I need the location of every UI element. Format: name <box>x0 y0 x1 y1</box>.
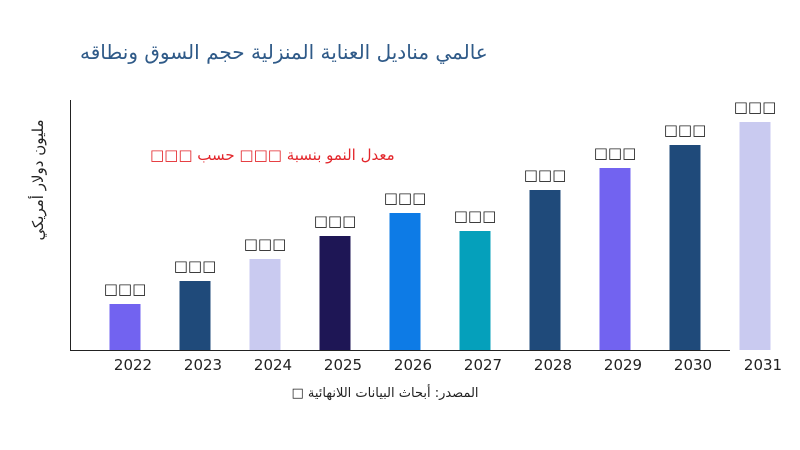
bar-2027 <box>459 231 491 350</box>
bar-2028 <box>529 190 561 350</box>
bar-2024 <box>249 259 281 350</box>
data-label-2029: □□□ <box>594 144 637 162</box>
data-label-2023: □□□ <box>174 257 217 275</box>
chart-title: عالمي مناديل العناية المنزلية حجم السوق … <box>80 40 488 64</box>
data-label-2030: □□□ <box>664 121 707 139</box>
x-tick-label-2025: 2025 <box>324 356 362 374</box>
x-tick-label-2023: 2023 <box>184 356 222 374</box>
x-tick-label-2026: 2026 <box>394 356 432 374</box>
x-tick-label-2022: 2022 <box>114 356 152 374</box>
bar-2029 <box>599 168 631 350</box>
data-label-2031: □□□ <box>734 98 777 116</box>
data-label-2026: □□□ <box>384 189 427 207</box>
bar-2023 <box>179 281 211 350</box>
data-label-2022: □□□ <box>104 280 147 298</box>
x-tick-label-2031: 2031 <box>744 356 782 374</box>
data-label-2028: □□□ <box>524 166 567 184</box>
bar-2025 <box>319 236 351 350</box>
growth-annotation: معدل النمو بنسبة □□□ حسب □□□ <box>150 146 395 164</box>
data-label-2025: □□□ <box>314 212 357 230</box>
bar-2031 <box>739 122 771 350</box>
x-tick-label-2029: 2029 <box>604 356 642 374</box>
data-label-2024: □□□ <box>244 235 287 253</box>
bar-2026 <box>389 213 421 350</box>
x-tick-label-2027: 2027 <box>464 356 502 374</box>
x-tick-label-2030: 2030 <box>674 356 712 374</box>
x-tick-label-2024: 2024 <box>254 356 292 374</box>
bar-2030 <box>669 145 701 350</box>
data-label-2027: □□□ <box>454 207 497 225</box>
x-tick-label-2028: 2028 <box>534 356 572 374</box>
bar-2022 <box>109 304 141 350</box>
source-note: المصدر: أبحاث البيانات اللانهائية □ <box>291 386 479 401</box>
